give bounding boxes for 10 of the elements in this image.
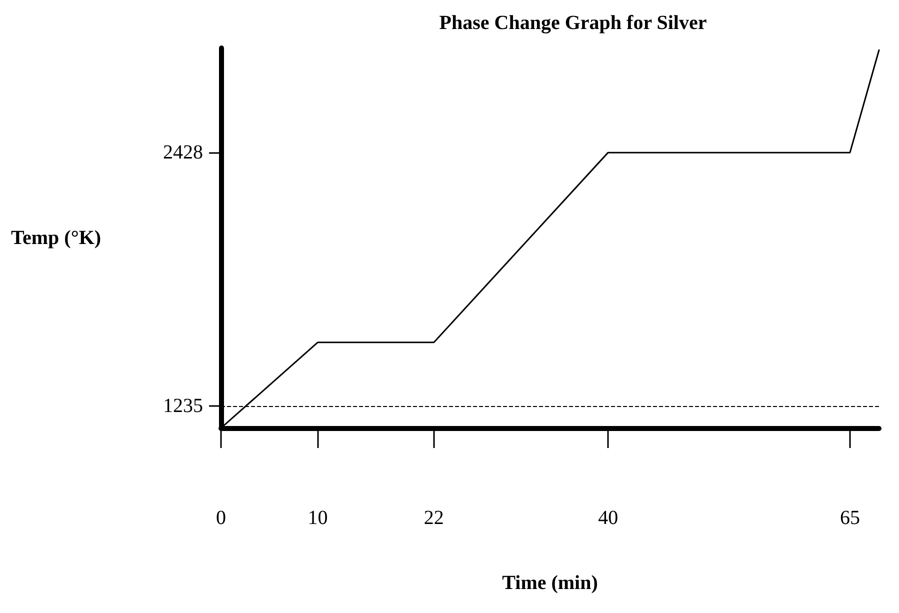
x-tick-label: 65 bbox=[840, 507, 860, 529]
y-tick-label: 1235 bbox=[163, 395, 204, 418]
x-axis-title: Time (min) bbox=[502, 572, 598, 594]
x-tick-label: 40 bbox=[598, 507, 618, 529]
x-tick-label: 22 bbox=[424, 507, 444, 529]
x-tick-label: 10 bbox=[308, 507, 328, 529]
y-tick-label: 2428 bbox=[163, 142, 204, 164]
y-axis-title: Temp (°K) bbox=[10, 227, 102, 249]
chart-title: Phase Change Graph for Silver bbox=[439, 12, 707, 34]
x-tick-label: 0 bbox=[216, 507, 226, 529]
